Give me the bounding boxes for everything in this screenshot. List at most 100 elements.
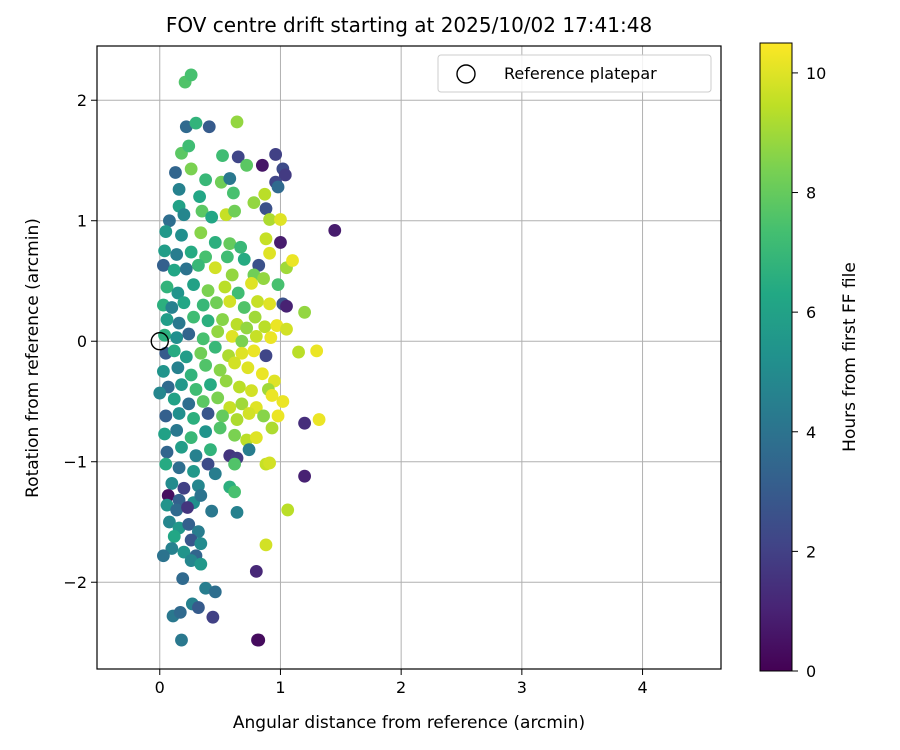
scatter-point bbox=[211, 325, 225, 338]
scatter-point bbox=[228, 204, 241, 218]
scatter-point bbox=[265, 421, 279, 435]
scatter-point bbox=[228, 457, 241, 471]
scatter-point bbox=[263, 297, 276, 311]
scatter-points bbox=[153, 68, 342, 647]
scatter-point bbox=[263, 246, 276, 260]
scatter-point bbox=[176, 572, 190, 586]
scatter-point bbox=[278, 168, 292, 182]
scatter-point bbox=[208, 585, 222, 599]
scatter-point bbox=[194, 226, 208, 240]
scatter-point bbox=[298, 305, 311, 319]
scatter-point bbox=[187, 310, 200, 324]
scatter-point bbox=[270, 319, 284, 332]
scatter-point bbox=[235, 334, 249, 348]
scatter-point bbox=[252, 633, 266, 647]
scatter-point bbox=[196, 298, 210, 312]
scatter-point bbox=[179, 120, 193, 134]
y-axis-ticks: −2 −1 0 1 2 bbox=[63, 91, 97, 592]
scatter-point bbox=[156, 549, 170, 563]
scatter-point bbox=[216, 313, 229, 326]
scatter-point bbox=[202, 120, 216, 134]
scatter-point bbox=[179, 262, 193, 276]
scatter-point bbox=[160, 445, 174, 459]
scatter-point bbox=[247, 344, 261, 358]
y-tick-label: −2 bbox=[63, 573, 87, 592]
scatter-point bbox=[184, 368, 198, 382]
scatter-point bbox=[257, 409, 270, 423]
scatter-point bbox=[189, 383, 203, 396]
scatter-point bbox=[172, 316, 186, 330]
legend-marker bbox=[456, 64, 476, 84]
scatter-point bbox=[167, 263, 181, 277]
scatter-point bbox=[160, 313, 174, 326]
scatter-point bbox=[171, 286, 185, 300]
scatter-point bbox=[274, 236, 287, 249]
scatter-point bbox=[310, 344, 324, 358]
scatter-point bbox=[177, 296, 191, 310]
scatter-point bbox=[156, 258, 170, 272]
scatter-point bbox=[231, 286, 245, 300]
scatter-point bbox=[195, 204, 209, 218]
chart-title: FOV centre drift starting at 2025/10/02 … bbox=[166, 13, 652, 37]
scatter-point bbox=[204, 443, 217, 457]
scatter-point bbox=[158, 328, 171, 342]
scatter-point bbox=[199, 173, 213, 187]
legend-box bbox=[437, 54, 712, 93]
scatter-point bbox=[280, 299, 293, 313]
scatter-point bbox=[182, 397, 196, 411]
scatter-point bbox=[189, 449, 203, 463]
scatter-point bbox=[255, 367, 269, 381]
colorbar bbox=[759, 42, 793, 672]
scatter-point bbox=[265, 389, 279, 402]
scatter-point bbox=[172, 182, 186, 196]
scatter-point bbox=[179, 350, 193, 364]
scatter-point bbox=[281, 503, 295, 517]
scatter-point bbox=[276, 395, 290, 408]
y-tick-label: 2 bbox=[77, 91, 87, 110]
scatter-point bbox=[184, 245, 198, 259]
scatter-point bbox=[189, 116, 203, 130]
scatter-point bbox=[184, 162, 198, 176]
scatter-point bbox=[218, 280, 232, 294]
scatter-point bbox=[167, 392, 181, 406]
scatter-point bbox=[184, 554, 198, 567]
scatter-point bbox=[223, 401, 237, 414]
scatter-point bbox=[172, 461, 186, 475]
scatter-point bbox=[175, 440, 188, 454]
scatter-point bbox=[193, 190, 206, 204]
scatter-point bbox=[170, 503, 184, 517]
scatter-point bbox=[199, 425, 213, 439]
scatter-point bbox=[230, 413, 244, 426]
x-tick-label: 3 bbox=[517, 678, 527, 697]
scatter-point bbox=[240, 321, 254, 335]
scatter-point bbox=[292, 345, 305, 359]
scatter-point bbox=[263, 456, 276, 470]
colorbar-tick-label: 2 bbox=[806, 542, 816, 561]
scatter-point bbox=[259, 202, 273, 216]
y-tick-label: 0 bbox=[77, 332, 87, 351]
scatter-point bbox=[230, 115, 244, 129]
scatter-point bbox=[258, 320, 272, 334]
scatter-point bbox=[187, 411, 200, 425]
scatter-point bbox=[251, 295, 264, 308]
scatter-point bbox=[211, 391, 225, 405]
scatter-point bbox=[259, 538, 273, 552]
scatter-point bbox=[167, 344, 181, 358]
scatter-point bbox=[242, 407, 256, 420]
scatter-point bbox=[213, 421, 227, 435]
scatter-point bbox=[194, 557, 208, 571]
scatter-point bbox=[269, 148, 283, 161]
scatter-point bbox=[201, 407, 215, 420]
colorbar-ticks: 0 2 4 6 8 10 bbox=[792, 64, 826, 681]
scatter-point bbox=[194, 346, 208, 360]
scatter-point bbox=[177, 545, 191, 559]
scatter-point bbox=[226, 186, 240, 200]
scatter-point bbox=[182, 517, 196, 531]
scatter-point bbox=[216, 149, 229, 163]
scatter-point bbox=[196, 332, 210, 346]
scatter-point bbox=[165, 301, 179, 314]
scatter-point bbox=[328, 223, 342, 237]
scatter-point bbox=[259, 232, 273, 246]
scatter-point bbox=[191, 479, 205, 493]
reference-point-marker bbox=[150, 332, 169, 351]
